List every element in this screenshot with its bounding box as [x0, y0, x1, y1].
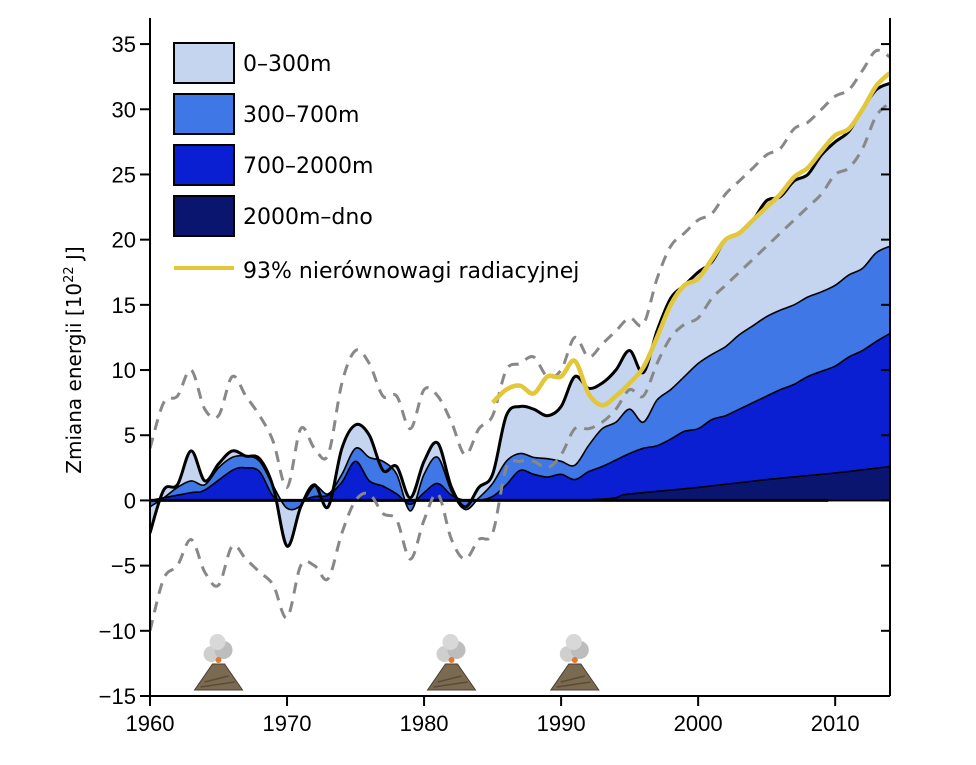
y-tick-label: 35 [112, 32, 136, 57]
x-tick-label: 2000 [674, 711, 723, 736]
legend-label: 2000m–dno [243, 205, 373, 230]
legend-label: 0–300m [243, 52, 331, 77]
legend-label: 93% nierównowagi radiacyjnej [243, 259, 579, 284]
axes: −15 −10 −5 0 5 10 15 20 25 30 35 1960 1970 1980 1990 20… [99, 18, 891, 736]
x-tick-label: 1960 [126, 711, 175, 736]
volcano-icon [193, 634, 244, 691]
y-tick-label: 10 [112, 358, 136, 383]
legend-swatch [173, 93, 235, 135]
y-tick-label: 25 [112, 162, 136, 187]
legend: 0–300m 300–700m 700–2000m 2000m–dno 93% nier… [173, 42, 579, 284]
y-tick-label: −10 [99, 619, 136, 644]
y-axis-label: Zmiana energii [1022 J] [62, 246, 86, 473]
volcano-icon [549, 634, 600, 691]
y-tick-label: 15 [112, 293, 136, 318]
y-tick-label: 20 [112, 228, 136, 253]
legend-swatch [173, 42, 235, 84]
x-tick-label: 1970 [263, 711, 312, 736]
y-tick-label: 30 [112, 97, 136, 122]
volcano-icon [426, 634, 477, 691]
upper-uncertainty-line [150, 48, 890, 489]
x-tick-label: 2010 [811, 711, 860, 736]
plot-area [150, 48, 890, 691]
y-tick-label: 0 [124, 488, 136, 513]
y-tick-label: −15 [99, 684, 136, 709]
y-tick-label: 5 [124, 423, 136, 448]
legend-swatch [173, 195, 235, 237]
legend-swatch [173, 144, 235, 186]
lower-uncertainty-line [150, 101, 890, 632]
legend-label: 300–700m [243, 103, 359, 128]
legend-label: 700–2000m [243, 154, 373, 179]
total-outline [150, 81, 890, 548]
x-tick-label: 1990 [537, 711, 586, 736]
radiative-imbalance-line [491, 71, 890, 408]
x-tick-label: 1980 [400, 711, 449, 736]
y-tick-label: −5 [111, 554, 136, 579]
